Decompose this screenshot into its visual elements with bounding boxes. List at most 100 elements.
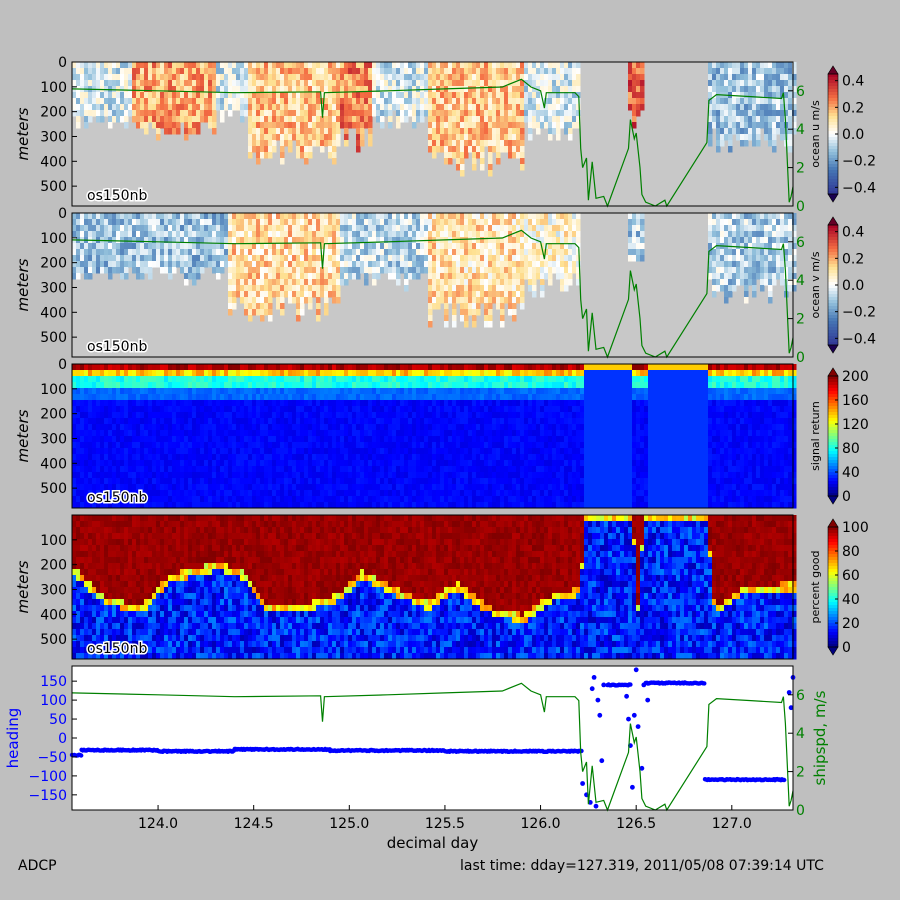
heatmap-cell — [548, 122, 553, 129]
heatmap-cell — [96, 225, 101, 232]
heatmap-cell — [184, 418, 189, 425]
heatmap-cell — [96, 261, 101, 268]
heatmap-cell — [312, 273, 317, 280]
heatmap-cell — [316, 98, 321, 105]
heatmap-cell — [84, 104, 89, 111]
heatmap-cell — [776, 80, 781, 87]
heatmap-cell — [140, 219, 145, 226]
y-tick-label: 300 — [40, 129, 67, 145]
heatmap-cell — [372, 237, 377, 244]
heatmap-cell — [176, 110, 181, 117]
heatmap-cell — [532, 279, 537, 286]
heatmap-cell — [292, 110, 297, 117]
heatmap-cell — [332, 285, 337, 292]
heatmap-cell — [548, 219, 553, 226]
heatmap-cell — [452, 134, 457, 141]
heatmap-cell — [480, 219, 485, 226]
heatmap-cell — [256, 243, 261, 250]
heatmap-cell — [112, 80, 117, 87]
heatmap-cell — [736, 110, 741, 117]
heatmap-cell — [160, 225, 165, 232]
heatmap-cell — [296, 134, 301, 141]
heatmap-cell — [100, 394, 105, 401]
heatmap-cell — [252, 74, 257, 81]
heatmap-cell — [452, 219, 457, 226]
heatmap-cell — [520, 92, 525, 99]
heatmap-cell — [532, 68, 537, 75]
heatmap-cell — [348, 68, 353, 75]
heatmap-cell — [164, 424, 169, 431]
heatmap-cell — [764, 249, 769, 256]
heatmap-cell — [432, 116, 437, 123]
heatmap-cell — [84, 68, 89, 75]
heatmap-cell — [720, 213, 725, 220]
heatmap-cell — [568, 231, 573, 238]
heatmap-cell — [384, 267, 389, 274]
heatmap-cell — [260, 86, 265, 93]
heatmap-cell — [744, 219, 749, 226]
heatmap-cell — [144, 484, 149, 491]
heatmap-cell — [92, 62, 97, 69]
heatmap-cell — [468, 116, 473, 123]
heatmap-cell — [124, 110, 129, 117]
heatmap-cell — [204, 62, 209, 69]
heatmap-cell — [152, 466, 157, 473]
heatmap-cell — [84, 466, 89, 473]
heatmap-cell — [228, 219, 233, 226]
heatmap-cell — [208, 436, 213, 443]
heatmap-cell — [176, 454, 181, 461]
heatmap-cell — [492, 134, 497, 141]
heatmap-cell — [108, 466, 113, 473]
heatmap-cell — [228, 98, 233, 105]
heatmap-cell — [256, 291, 261, 298]
heatmap-cell — [136, 213, 141, 220]
heatmap-cell — [236, 213, 241, 220]
heatmap-cell — [416, 110, 421, 117]
heatmap-cell — [540, 86, 545, 93]
colorbar-segment — [828, 285, 838, 289]
heatmap-cell — [164, 104, 169, 111]
heatmap-cell — [200, 394, 205, 401]
heatmap-cell — [520, 231, 525, 238]
heatmap-cell — [152, 116, 157, 123]
heatmap-cell — [172, 267, 177, 274]
heatmap-cell — [448, 273, 453, 280]
heatmap-cell — [120, 74, 125, 81]
heatmap-cell — [180, 436, 185, 443]
heatmap-cell — [500, 213, 505, 220]
heatmap-cell — [220, 267, 225, 274]
heatmap-cell — [136, 496, 141, 503]
heatmap-cell — [448, 219, 453, 226]
heatmap-cell — [556, 110, 561, 117]
heatmap-cell — [460, 273, 465, 280]
heatmap-cell — [360, 249, 365, 256]
heatmap-cell — [156, 478, 161, 485]
heatmap-cell — [740, 213, 745, 220]
heatmap-cell — [332, 74, 337, 81]
heatmap-cell — [216, 219, 221, 226]
heatmap-cell — [236, 68, 241, 75]
heatmap-cell — [116, 110, 121, 117]
heatmap-cell — [288, 243, 293, 250]
heatmap-cell — [372, 219, 377, 226]
heatmap-cell — [160, 231, 165, 238]
heatmap-cell — [372, 80, 377, 87]
heatmap-cell — [456, 62, 461, 69]
heatmap-cell — [632, 249, 637, 256]
heatmap-cell — [232, 255, 237, 262]
heatmap-cell — [524, 261, 529, 268]
heatmap-cell — [144, 243, 149, 250]
heatmap-cell — [112, 62, 117, 69]
heatmap-cell — [328, 110, 333, 117]
heatmap-cell — [520, 249, 525, 256]
heatmap-cell — [128, 225, 133, 232]
heatmap-cell — [576, 237, 581, 244]
heatmap-cell — [76, 92, 81, 99]
heatmap-cell — [552, 261, 557, 268]
heatmap-cell — [480, 98, 485, 105]
heatmap-cell — [344, 92, 349, 99]
heatmap-cell — [556, 225, 561, 232]
heatmap-cell — [636, 249, 641, 256]
heatmap-cell — [320, 68, 325, 75]
heatmap-cell — [216, 430, 221, 437]
